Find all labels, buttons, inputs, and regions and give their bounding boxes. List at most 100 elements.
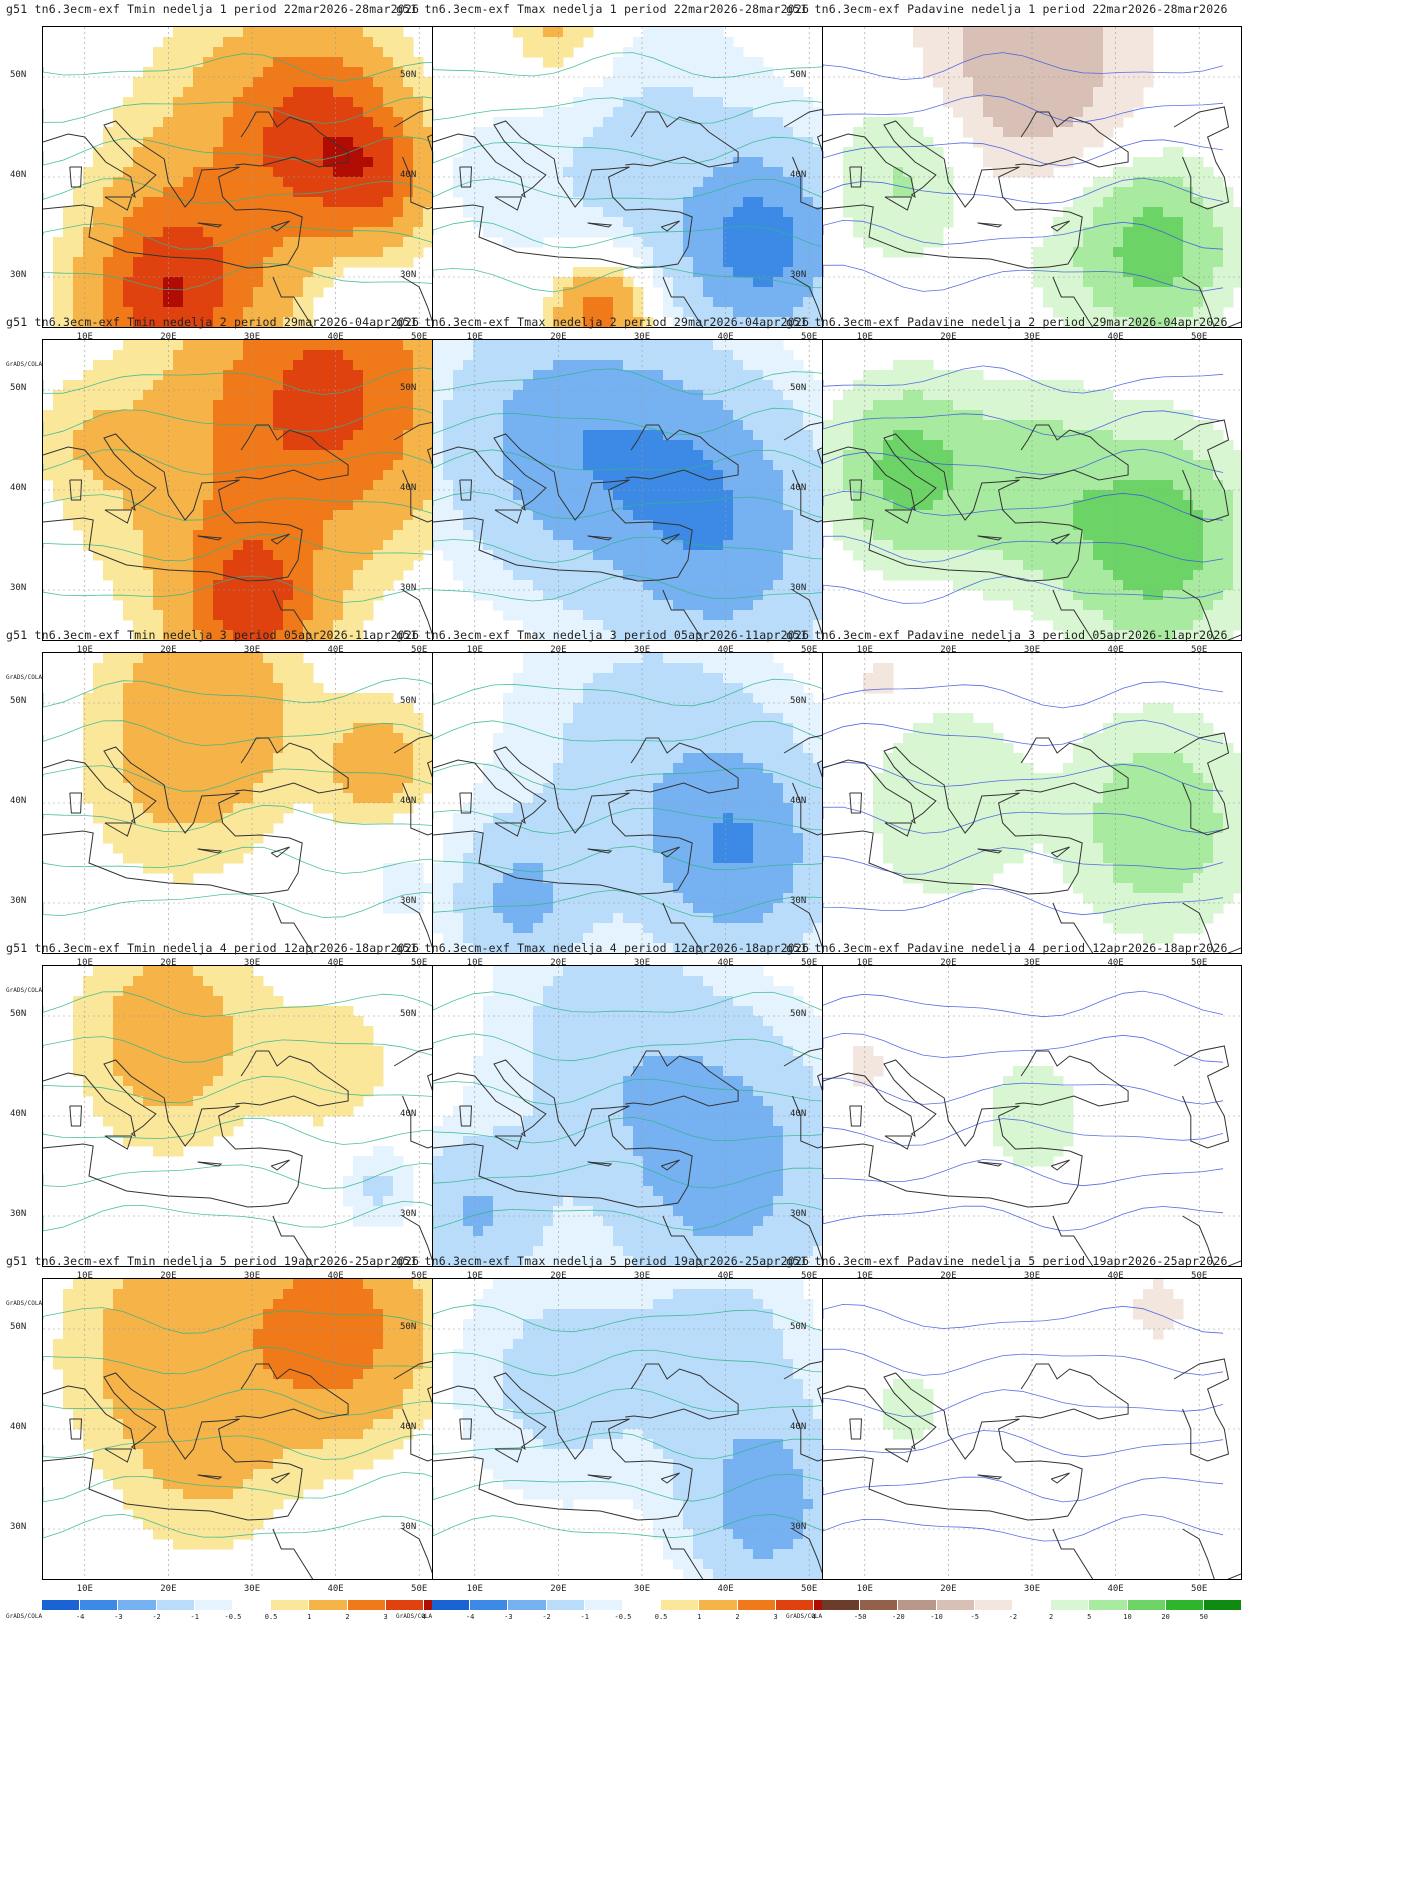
anomaly-cell <box>233 277 244 288</box>
anomaly-cell <box>783 137 794 148</box>
anomaly-cell <box>1163 197 1174 208</box>
anomaly-cell <box>643 227 654 238</box>
anomaly-cell <box>703 530 714 541</box>
anomaly-cell <box>543 630 554 640</box>
anomaly-cell <box>103 530 114 541</box>
anomaly-cell <box>783 480 794 491</box>
anomaly-cell <box>303 137 314 148</box>
anomaly-cell <box>693 360 704 371</box>
anomaly-cell <box>1043 87 1054 98</box>
anomaly-cell <box>683 277 694 288</box>
anomaly-cell <box>563 107 574 118</box>
anomaly-cell <box>563 307 574 318</box>
anomaly-cell <box>203 530 214 541</box>
anomaly-cell <box>693 47 704 58</box>
anomaly-cell <box>203 480 214 491</box>
anomaly-cell <box>583 227 594 238</box>
anomaly-cell <box>123 430 134 441</box>
anomaly-cell <box>313 267 324 278</box>
anomaly-cell <box>723 47 734 58</box>
anomaly-cell <box>713 430 724 441</box>
anomaly-cell <box>403 380 414 391</box>
anomaly-cell <box>723 410 734 421</box>
anomaly-cell <box>533 127 544 138</box>
anomaly-cell <box>423 440 434 451</box>
anomaly-cell <box>423 430 434 441</box>
anomaly-cell <box>383 127 394 138</box>
anomaly-cell <box>623 97 634 108</box>
anomaly-cell <box>373 57 384 68</box>
anomaly-cell <box>113 540 124 551</box>
anomaly-cell <box>583 97 594 108</box>
anomaly-cell <box>343 57 354 68</box>
anomaly-cell <box>443 400 454 411</box>
anomaly-cell <box>453 460 464 471</box>
anomaly-cell <box>973 57 984 68</box>
anomaly-cell <box>243 390 254 401</box>
anomaly-cell <box>53 267 64 278</box>
anomaly-cell <box>283 67 294 78</box>
anomaly-cell <box>813 317 824 327</box>
anomaly-cell <box>523 430 534 441</box>
anomaly-cell <box>273 27 284 38</box>
anomaly-cell <box>263 77 274 88</box>
anomaly-cell <box>203 510 214 521</box>
anomaly-cell <box>393 97 404 108</box>
anomaly-cell <box>323 127 334 138</box>
anomaly-cell <box>393 380 404 391</box>
anomaly-cell <box>383 67 394 78</box>
anomaly-cell <box>683 207 694 218</box>
anomaly-cell <box>153 47 164 58</box>
anomaly-cell <box>1163 187 1174 198</box>
anomaly-cell <box>213 470 224 481</box>
anomaly-cell <box>193 27 204 38</box>
anomaly-cell <box>143 197 154 208</box>
anomaly-cell <box>173 247 184 258</box>
anomaly-cell <box>383 107 394 118</box>
anomaly-cell <box>673 127 684 138</box>
anomaly-cell <box>843 147 854 158</box>
anomaly-cell <box>803 207 814 218</box>
anomaly-cell <box>133 97 144 108</box>
anomaly-cell <box>713 107 724 118</box>
anomaly-cell <box>353 530 364 541</box>
anomaly-cell <box>243 590 254 601</box>
anomaly-cell <box>113 197 124 208</box>
anomaly-cell <box>363 480 374 491</box>
anomaly-cell <box>213 137 224 148</box>
anomaly-cell <box>123 177 134 188</box>
anomaly-cell <box>443 540 454 551</box>
anomaly-cell <box>583 420 594 431</box>
anomaly-cell <box>193 227 204 238</box>
anomaly-cell <box>683 227 694 238</box>
anomaly-cell <box>403 47 414 58</box>
anomaly-cell <box>813 187 824 198</box>
anomaly-cell <box>673 257 684 268</box>
anomaly-cell <box>93 480 104 491</box>
anomaly-cell <box>213 520 224 531</box>
anomaly-cell <box>443 480 454 491</box>
anomaly-cell <box>523 37 534 48</box>
anomaly-cell <box>323 560 334 571</box>
anomaly-cell <box>693 620 704 631</box>
anomaly-cell <box>783 297 794 308</box>
anomaly-cell <box>583 460 594 471</box>
anomaly-cell <box>753 590 764 601</box>
anomaly-cell <box>1033 77 1044 88</box>
anomaly-cell <box>523 540 534 551</box>
anomaly-cell <box>1213 307 1224 318</box>
anomaly-cell <box>1063 27 1074 38</box>
anomaly-cell <box>773 450 784 461</box>
anomaly-cell <box>523 490 534 501</box>
anomaly-cell <box>173 510 184 521</box>
anomaly-cell <box>703 340 714 351</box>
anomaly-cell <box>463 207 474 218</box>
anomaly-cell <box>343 237 354 248</box>
anomaly-cell <box>1183 167 1194 178</box>
anomaly-cell <box>313 360 324 371</box>
anomaly-cell <box>403 400 414 411</box>
anomaly-cell <box>773 380 784 391</box>
anomaly-cell <box>763 307 774 318</box>
anomaly-cell <box>803 540 814 551</box>
anomaly-cell <box>713 410 724 421</box>
